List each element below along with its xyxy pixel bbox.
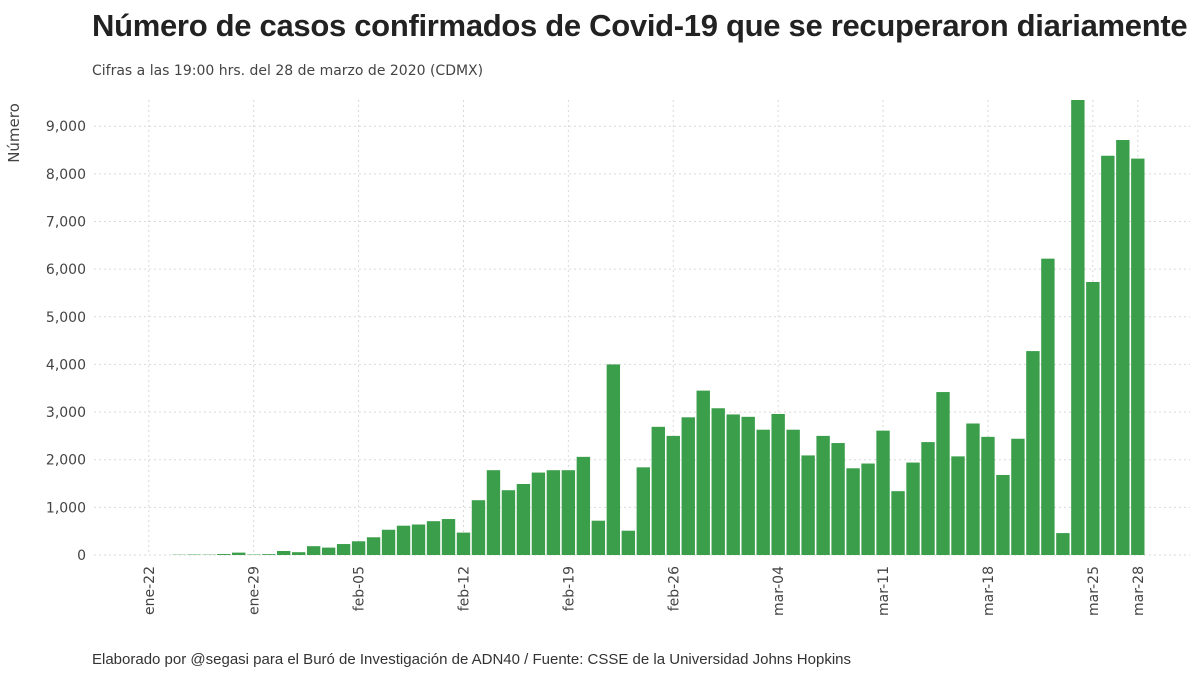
- bar: [501, 490, 516, 555]
- bar: [591, 520, 606, 555]
- y-tick-label: 9,000: [46, 119, 86, 135]
- bar: [531, 472, 546, 555]
- chart-title: Número de casos confirmados de Covid-19 …: [92, 8, 1188, 43]
- y-tick-label: 0: [77, 548, 86, 564]
- bar: [291, 552, 306, 555]
- bar: [1116, 140, 1130, 555]
- bar: [1101, 155, 1115, 555]
- bar: [1071, 100, 1085, 555]
- bar: [276, 550, 291, 555]
- bar: [756, 429, 770, 555]
- y-tick-label: 8,000: [46, 167, 86, 183]
- bar: [726, 414, 740, 555]
- x-axis: ene-22 ene-29 feb-05 feb-12 feb-19 feb-26 mar-…: [142, 566, 1147, 616]
- bar: [981, 436, 995, 555]
- bar: [486, 470, 501, 555]
- bar: [561, 470, 576, 555]
- bar: [396, 525, 411, 555]
- bar: [876, 430, 890, 555]
- y-tick-label: 7,000: [46, 214, 86, 230]
- bar: [651, 426, 665, 555]
- bar: [336, 544, 351, 555]
- bar: [921, 442, 935, 555]
- bar: [351, 541, 366, 555]
- bar: [306, 546, 321, 555]
- bar: [711, 408, 725, 555]
- bar: [906, 462, 920, 555]
- y-axis: 0 1,000 2,000 3,000 4,000 5,000 6,000 7,000 8,00…: [46, 119, 86, 564]
- x-tick-label: ene-22: [142, 566, 158, 615]
- x-tick-label: mar-28: [1131, 566, 1147, 616]
- bar: [516, 484, 531, 555]
- bar: [1056, 533, 1070, 555]
- bar: [426, 521, 441, 555]
- y-tick-label: 2,000: [46, 453, 86, 469]
- y-axis-title: Número: [5, 103, 23, 163]
- bar: [217, 554, 231, 555]
- x-tick-label: feb-19: [561, 566, 577, 611]
- bar: [606, 364, 621, 555]
- bar: [1011, 438, 1025, 555]
- bar: [1026, 351, 1040, 555]
- bar: [786, 429, 800, 555]
- bars: [172, 100, 1145, 555]
- bar: [891, 491, 905, 555]
- y-tick-label: 1,000: [46, 500, 86, 516]
- bar: [996, 474, 1010, 555]
- bar: [831, 443, 845, 555]
- bar: [861, 463, 875, 555]
- bar: [321, 547, 336, 555]
- x-tick-label: feb-26: [666, 566, 682, 611]
- bar-chart: 0 1,000 2,000 3,000 4,000 5,000 6,000 7,000 8,00…: [5, 100, 1190, 616]
- bar: [741, 416, 755, 555]
- bar: [951, 456, 965, 555]
- chart-subtitle: Cifras a las 19:00 hrs. del 28 de marzo …: [92, 63, 484, 79]
- x-tick-label: mar-18: [981, 566, 997, 616]
- bar: [1131, 158, 1145, 555]
- bar: [1041, 258, 1055, 555]
- y-tick-label: 3,000: [46, 405, 86, 421]
- bar: [546, 470, 561, 555]
- bar: [471, 500, 486, 555]
- x-tick-label: mar-25: [1086, 566, 1102, 616]
- bar: [636, 467, 650, 555]
- bar: [966, 423, 980, 555]
- bar: [411, 524, 426, 555]
- x-tick-label: feb-12: [456, 566, 472, 611]
- y-tick-label: 4,000: [46, 357, 86, 373]
- bar: [666, 435, 680, 555]
- bar: [771, 413, 785, 555]
- bar: [936, 392, 950, 555]
- bar: [456, 532, 471, 555]
- x-tick-label: ene-29: [247, 566, 263, 615]
- bar: [232, 552, 246, 555]
- bar: [681, 417, 695, 555]
- bar: [366, 537, 381, 555]
- y-tick-label: 6,000: [46, 262, 86, 278]
- bar: [801, 455, 815, 555]
- bar: [696, 390, 710, 555]
- bar: [816, 435, 830, 555]
- y-tick-label: 5,000: [46, 310, 86, 326]
- bar: [846, 468, 860, 555]
- bar: [381, 529, 396, 555]
- chart-caption: Elaborado por @segasi para el Buró de In…: [92, 651, 851, 668]
- bar: [621, 530, 636, 555]
- bar: [261, 554, 276, 555]
- x-tick-label: mar-04: [771, 566, 787, 616]
- bar: [576, 456, 591, 555]
- x-tick-label: mar-11: [876, 566, 892, 616]
- x-tick-label: feb-05: [352, 566, 368, 611]
- bar: [1086, 282, 1100, 555]
- bar: [441, 519, 456, 555]
